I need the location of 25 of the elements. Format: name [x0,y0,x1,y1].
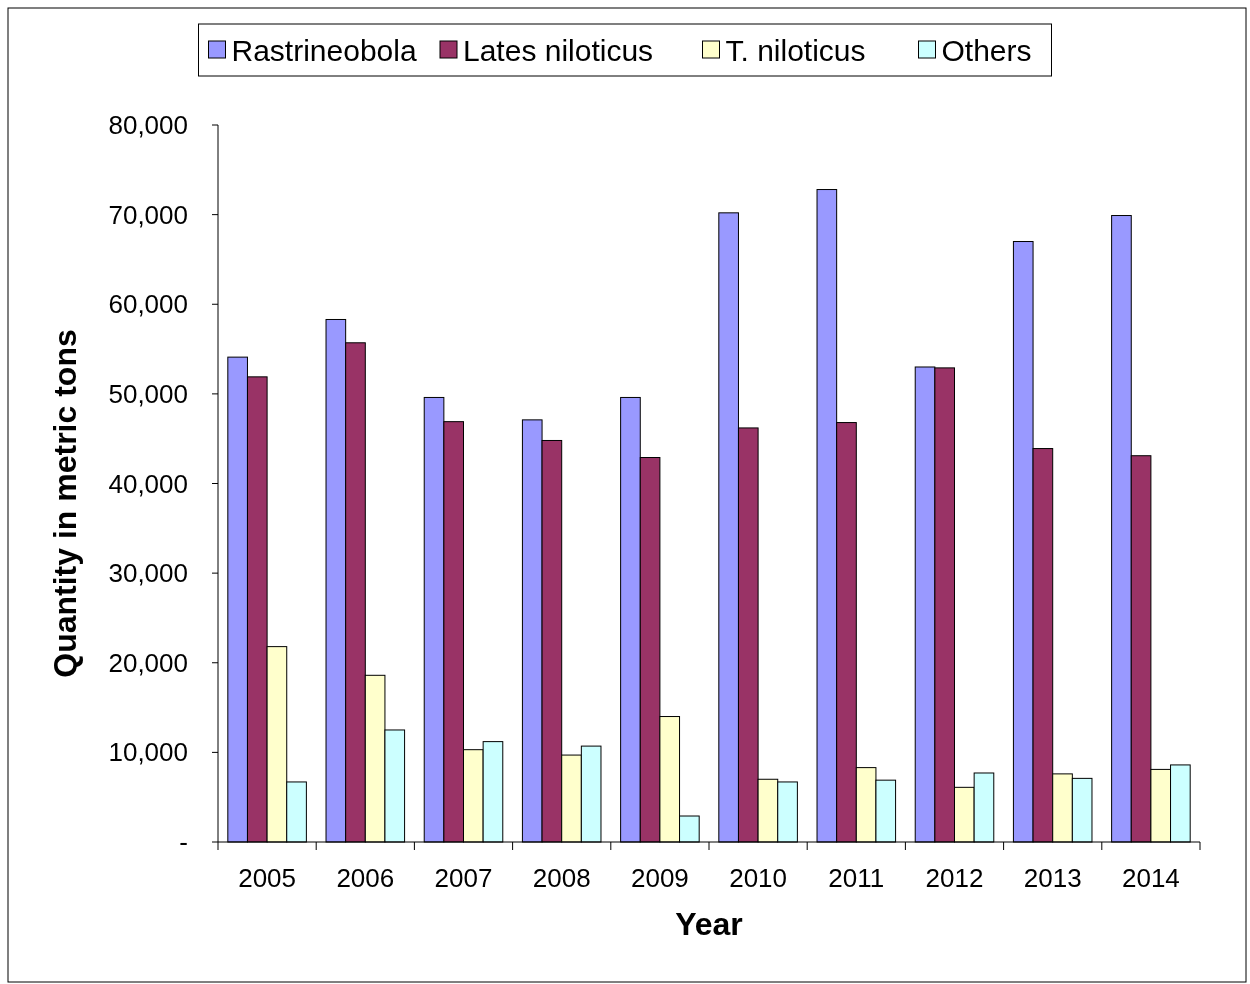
x-tick-label: 2008 [532,863,591,893]
x-tick-label: 2013 [1023,863,1082,893]
y-tick-label: 30,000 [108,558,188,589]
x-tick-label: 2009 [630,863,689,893]
y-tick-label: 50,000 [108,378,188,409]
legend-label: Lates niloticus [463,33,654,67]
x-tick-label: 2012 [925,863,984,893]
y-tick-label: 70,000 [108,199,188,230]
x-tick-label: 2006 [336,863,395,893]
y-tick-label: 60,000 [108,289,188,320]
y-tick-label: - [179,827,188,858]
x-tick-label: 2011 [828,863,885,893]
legend-label: Others [941,33,1032,67]
x-tick-label: 2010 [729,863,788,893]
y-axis-title: Quantity in metric tons [47,329,83,678]
y-tick-label: 40,000 [108,468,188,499]
x-tick-label: 2014 [1121,863,1180,893]
x-tick-label: 2005 [238,863,297,893]
x-axis-title: Year [675,906,743,942]
x-tick-label: 2007 [434,863,493,893]
legend-label: T. niloticus [725,33,866,67]
y-tick-label: 10,000 [108,737,188,768]
y-tick-label: 20,000 [108,647,188,678]
legend-label: Rastrineobola [231,33,417,67]
y-tick-label: 80,000 [108,110,188,141]
